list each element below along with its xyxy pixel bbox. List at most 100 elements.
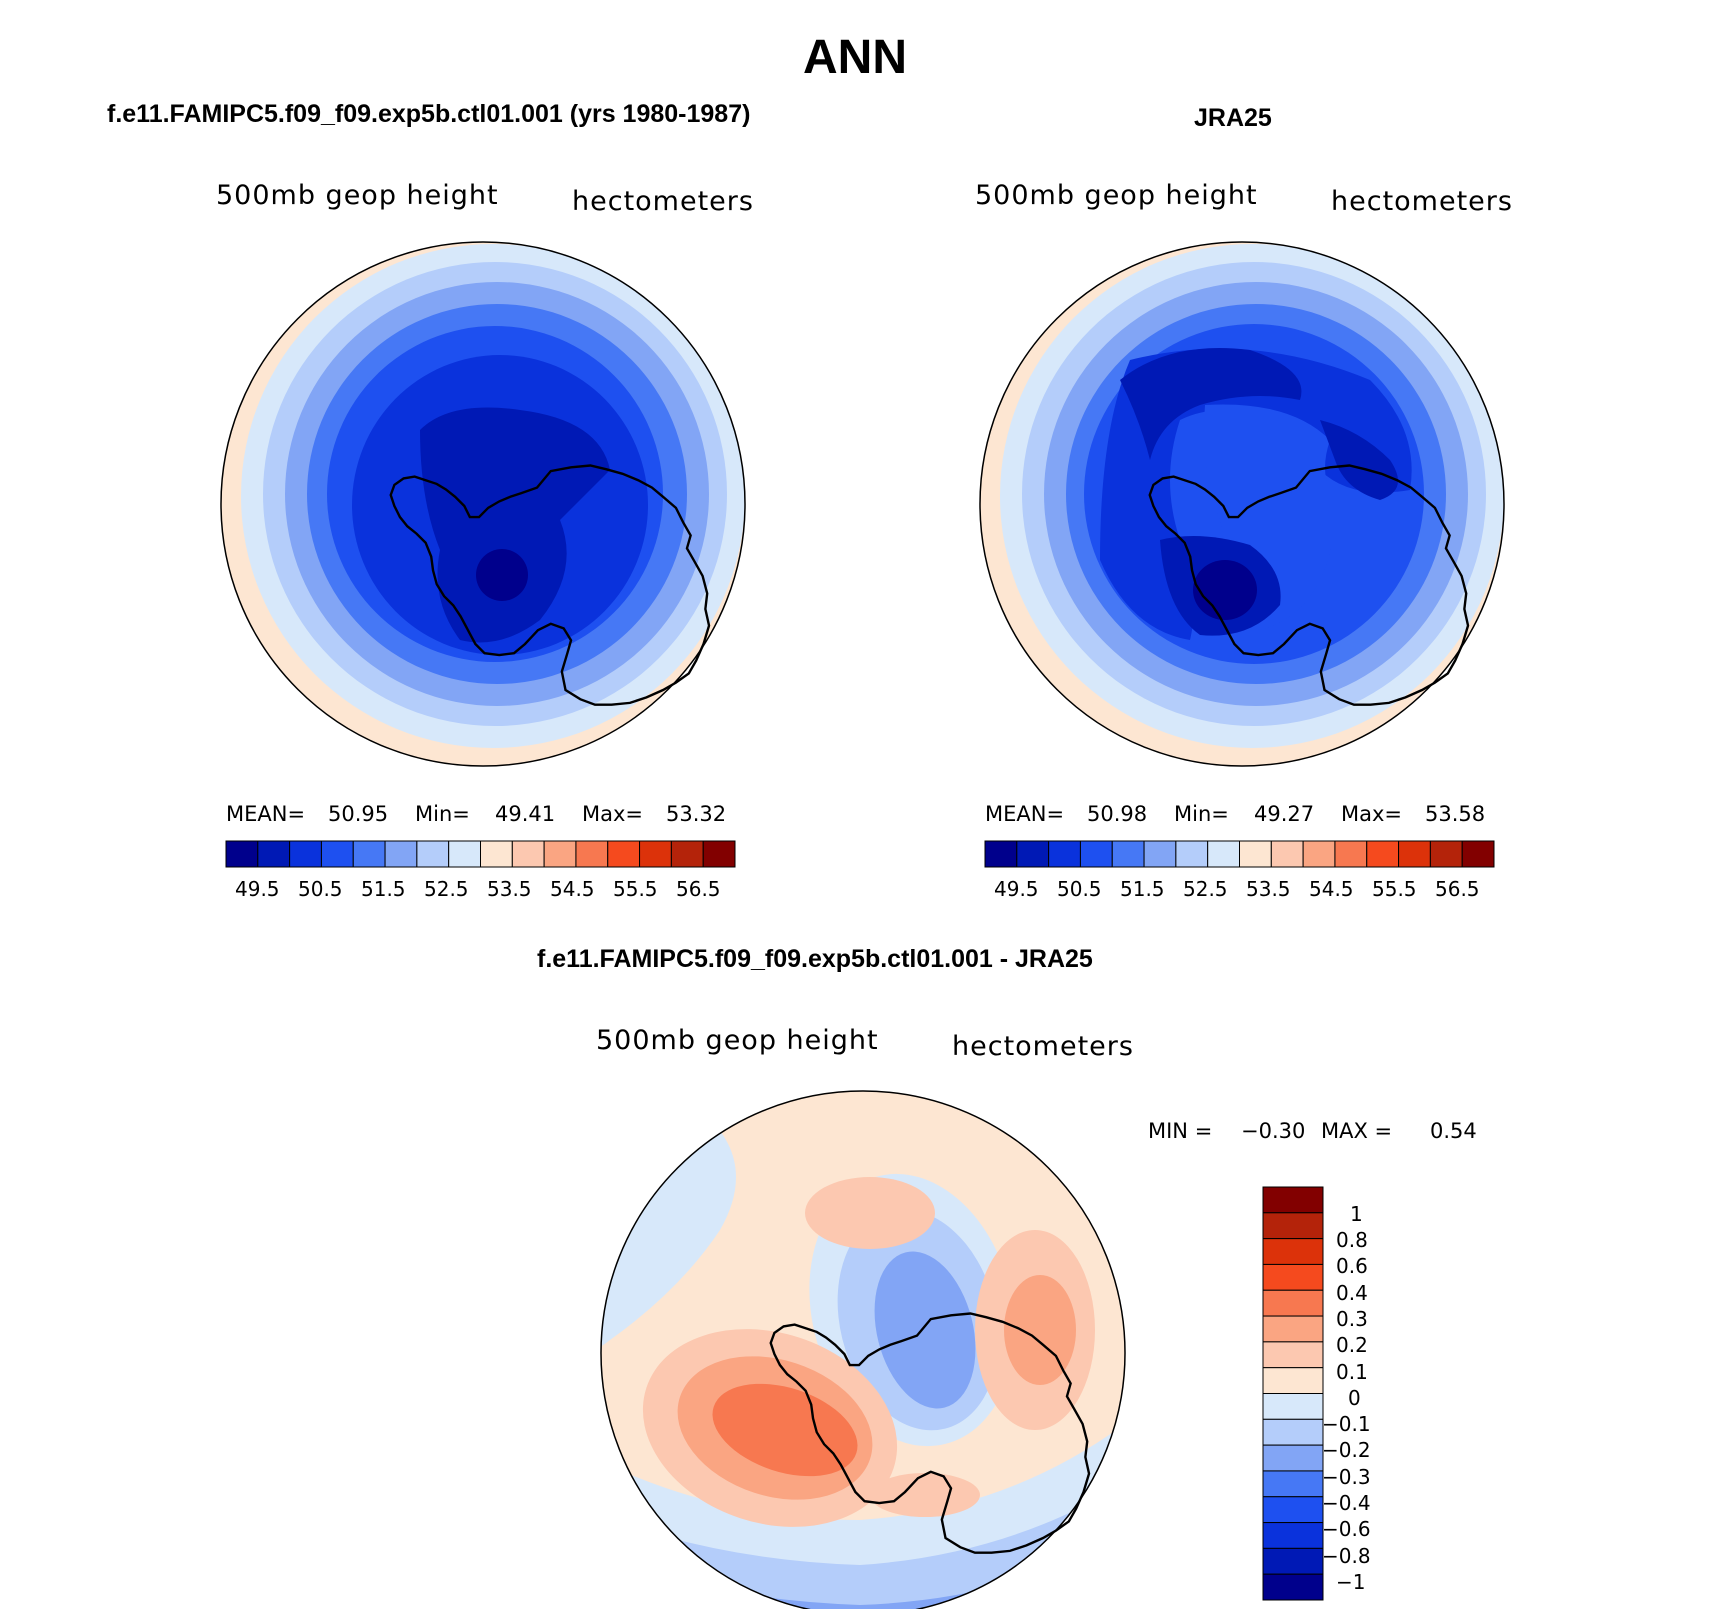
- panel-3-colorbar-tick: 0.8: [1336, 1228, 1368, 1252]
- colorbar-swatch: [984, 840, 1018, 868]
- colorbar-swatch: [511, 840, 545, 868]
- panel-3-max-value: 0.54: [1430, 1119, 1477, 1143]
- panel-3-colorbar-tick: −0.4: [1322, 1491, 1371, 1515]
- panel-1-colorbar-tick: 52.5: [424, 877, 469, 901]
- colorbar-swatch: [1048, 840, 1081, 868]
- colorbar-swatch: [1262, 1418, 1324, 1446]
- panel-3-colorbar-tick: −0.2: [1322, 1438, 1371, 1462]
- colorbar-swatch: [1111, 840, 1145, 868]
- panel-2-colorbar-tick: 53.5: [1246, 877, 1291, 901]
- colorbar-swatch: [1366, 840, 1400, 868]
- panel-1-mean-label: MEAN=: [226, 802, 306, 826]
- panel-3-colorbar-tick: 0.1: [1336, 1360, 1368, 1384]
- colorbar-swatch: [320, 840, 354, 868]
- panel-2-colorbar-tick: 56.5: [1435, 877, 1480, 901]
- panel-1-colorbar-tick: 56.5: [676, 877, 721, 901]
- panel-2-min-label: Min=: [1174, 802, 1229, 826]
- colorbar-swatch: [1207, 840, 1240, 868]
- panel-3-max-label: MAX =: [1321, 1119, 1393, 1143]
- panel-3-colorbar-tick: 0.6: [1336, 1254, 1368, 1278]
- panel-3-min-value: −0.30: [1241, 1119, 1306, 1143]
- panel-2-units-label: hectometers: [1331, 186, 1513, 217]
- panel-3-colorbar-tick: 0.3: [1336, 1307, 1368, 1331]
- panel-1-max-label: Max=: [582, 802, 644, 826]
- colorbar-swatch: [1239, 840, 1272, 868]
- panel-1-min-label: Min=: [415, 802, 470, 826]
- main-title: ANN: [803, 31, 907, 84]
- colorbar-swatch: [1334, 840, 1368, 868]
- panel-3-colorbar-tick: −0.6: [1322, 1517, 1371, 1541]
- colorbar-swatch: [1262, 1238, 1324, 1265]
- colorbar-swatch: [480, 840, 513, 868]
- panel-2-map: [980, 242, 1504, 766]
- panel-2-colorbar-tick: 54.5: [1309, 877, 1354, 901]
- colorbar-swatch: [1262, 1212, 1324, 1240]
- colorbar-swatch: [257, 840, 291, 868]
- colorbar-swatch: [1262, 1315, 1324, 1343]
- colorbar-swatch: [1079, 840, 1113, 868]
- colorbar-swatch: [289, 840, 322, 868]
- panel-2-colorbar-tick: 55.5: [1372, 877, 1417, 901]
- colorbar-swatch: [352, 840, 386, 868]
- colorbar-swatch: [1262, 1289, 1324, 1317]
- colorbar-swatch: [670, 840, 704, 868]
- panel-3-colorbar-tick: 1: [1350, 1202, 1363, 1226]
- colorbar-swatch: [1262, 1263, 1324, 1291]
- panel-1-mean-value: 50.95: [328, 802, 389, 826]
- panel-3-variable-label: 500mb geop height: [596, 1025, 879, 1056]
- panel-1-max-value: 53.32: [666, 802, 727, 826]
- colorbar-swatch: [1175, 840, 1209, 868]
- colorbar-swatch: [1262, 1367, 1324, 1394]
- panel-2-map-border: [979, 241, 1505, 767]
- panel-1-min-value: 49.41: [495, 802, 556, 826]
- colorbar-swatch: [1016, 840, 1050, 868]
- colorbar-swatch: [1262, 1522, 1324, 1549]
- panel-1-title: f.e11.FAMIPC5.f09_f09.exp5b.ctl01.001 (y…: [107, 100, 751, 128]
- panel-1-colorbar-tick: 55.5: [613, 877, 658, 901]
- panel-2-title: JRA25: [1194, 104, 1272, 132]
- colorbar-swatch: [1461, 840, 1495, 868]
- panel-3-min-label: MIN =: [1148, 1119, 1213, 1143]
- panel-1-colorbar-tick: 51.5: [361, 877, 406, 901]
- panel-1-colorbar: [225, 840, 736, 868]
- panel-3-colorbar-tick: −0.8: [1322, 1544, 1371, 1568]
- panel-1-colorbar-tick: 50.5: [298, 877, 343, 901]
- colorbar-swatch: [1262, 1496, 1324, 1524]
- colorbar-swatch: [575, 840, 609, 868]
- panel-3-colorbar: [1262, 1186, 1324, 1601]
- colorbar-swatch: [543, 840, 577, 868]
- panel-3-units-label: hectometers: [952, 1031, 1134, 1062]
- colorbar-swatch: [1262, 1547, 1324, 1575]
- colorbar-swatch: [1398, 840, 1431, 868]
- colorbar-swatch: [1262, 1573, 1324, 1601]
- panel-3-colorbar-tick: 0.4: [1336, 1281, 1368, 1305]
- colorbar-swatch: [1262, 1393, 1324, 1420]
- colorbar-swatch: [448, 840, 481, 868]
- panel-2-colorbar: [984, 840, 1495, 868]
- panel-2-colorbar-tick: 49.5: [994, 877, 1039, 901]
- colorbar-swatch: [639, 840, 672, 868]
- panel-3-colorbar-tick: 0.2: [1336, 1333, 1368, 1357]
- panel-3-colorbar-tick: 0: [1348, 1386, 1361, 1410]
- panel-3-map-border: [600, 1090, 1126, 1609]
- panel-2-mean-label: MEAN=: [985, 802, 1065, 826]
- colorbar-swatch: [607, 840, 641, 868]
- panel-1-variable-label: 500mb geop height: [216, 180, 499, 211]
- panel-3-title: f.e11.FAMIPC5.f09_f09.exp5b.ctl01.001 - …: [537, 945, 1093, 973]
- colorbar-swatch: [1302, 840, 1336, 868]
- panel-2-colorbar-tick: 50.5: [1057, 877, 1102, 901]
- colorbar-swatch: [1262, 1444, 1324, 1472]
- panel-2-max-value: 53.58: [1425, 802, 1486, 826]
- colorbar-swatch: [1429, 840, 1463, 868]
- panel-3-colorbar-tick: −0.1: [1322, 1412, 1371, 1436]
- panel-1-units-label: hectometers: [572, 186, 754, 217]
- colorbar-swatch: [416, 840, 450, 868]
- colorbar-swatch: [702, 840, 736, 868]
- panel-1-map-border: [220, 241, 746, 767]
- colorbar-swatch: [384, 840, 418, 868]
- panel-3-map: [601, 1091, 1125, 1609]
- colorbar-swatch: [1143, 840, 1177, 868]
- colorbar-swatch: [1262, 1186, 1324, 1214]
- colorbar-swatch: [1262, 1341, 1324, 1369]
